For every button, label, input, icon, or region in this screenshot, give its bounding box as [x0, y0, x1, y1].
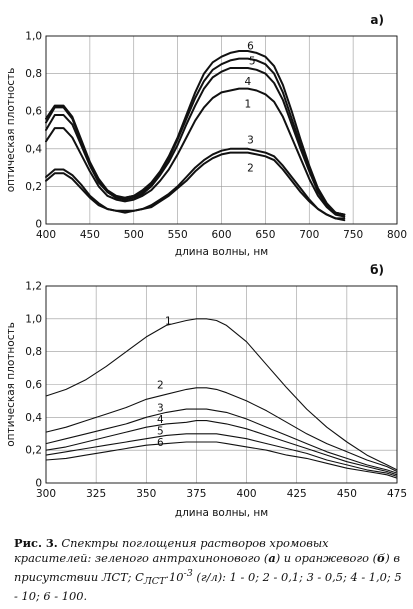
a-xtick-label: 700: [299, 229, 319, 241]
a-curve-label-2: 2: [247, 163, 254, 175]
b-xtick-label: 425: [287, 488, 307, 500]
b-xtick-label: 300: [36, 488, 56, 500]
b-curve-label-2: 2: [157, 380, 164, 392]
a-curve-label-3: 3: [247, 134, 254, 146]
b-y-axis-title: оптическая плотность: [5, 322, 17, 447]
caption-subscript: ЛСТ: [143, 576, 166, 588]
a-series-line-3: [45, 147, 346, 220]
b-series-line-2: [45, 387, 398, 473]
a-ytick-label: 0: [35, 219, 42, 231]
b-ytick-label: 0: [35, 478, 42, 490]
b-curve-label-3: 3: [157, 402, 164, 414]
b-xtick-label: 400: [237, 488, 257, 500]
b-panel-label: б): [370, 263, 384, 277]
caption-part2: ) и оранжевого (: [275, 551, 378, 565]
caption-part3: ) в присутствии ЛСТ; С: [14, 551, 400, 584]
b-ytick-label: 0,4: [25, 412, 42, 424]
a-ytick-label: 0,8: [25, 68, 42, 80]
a-series-line-1: [45, 87, 346, 218]
a-xtick-label: 600: [211, 229, 231, 241]
a-xtick-label: 800: [387, 229, 407, 241]
b-ytick-label: 0,8: [25, 346, 42, 358]
a-x-axis-title: длина волны, нм: [175, 246, 268, 258]
a-ytick-label: 1,0: [25, 31, 42, 43]
a-curve-label-5: 5: [249, 55, 256, 67]
caption-part5: (г/л): 1 - 0; 2 - 0,1; 3 - 0,5; 4 - 1,0;…: [14, 569, 402, 604]
a-xtick-label: 400: [36, 229, 56, 241]
a-y-axis-title: оптическая плотность: [5, 68, 17, 193]
b-ytick-label: 0,2: [25, 445, 42, 457]
b-series-line-3: [45, 408, 398, 474]
b-curve-label-6: 6: [157, 437, 164, 449]
a-xtick-label: 750: [343, 229, 363, 241]
a-curve-label-1: 1: [244, 99, 251, 111]
a-ytick-label: 0,6: [25, 106, 42, 118]
b-xtick-label: 350: [136, 488, 156, 500]
figure-caption: Рис. 3. Спектры поглощения растворов хро…: [14, 536, 402, 604]
a-ytick-label: 0,4: [25, 143, 42, 155]
caption-panel-a: а: [268, 551, 276, 565]
a-curve-label-6: 6: [247, 40, 254, 52]
b-xtick-label: 450: [337, 488, 357, 500]
a-curve-label-4: 4: [244, 76, 251, 88]
b-ytick-label: 1,2: [25, 281, 42, 293]
a-xtick-label: 550: [168, 229, 188, 241]
b-curve-label-1: 1: [165, 315, 172, 327]
b-series-line-6: [45, 441, 398, 479]
a-ytick-label: 0,2: [25, 181, 42, 193]
a-xtick-label: 650: [255, 229, 275, 241]
b-ytick-label: 1,0: [25, 313, 42, 325]
b-series-line-1: [45, 318, 398, 471]
panel-a-chart: 400 450 500 550 600 650 700 750 800 0 0,2 0,4 0,6 0,8…: [5, 13, 407, 258]
caption-part4: ·10: [165, 569, 184, 584]
a-series-line-4: [45, 67, 346, 216]
b-xtick-label: 325: [86, 488, 106, 500]
b-curve-label-5: 5: [157, 425, 164, 437]
b-xtick-label: 475: [387, 488, 407, 500]
caption-panel-b: б: [377, 551, 386, 565]
a-xtick-label: 450: [80, 229, 100, 241]
panel-b-chart: 300 325 350 375 400 425 450 47500,20,40,60,81,0…: [5, 263, 407, 519]
a-panel-label: а): [370, 13, 384, 27]
b-x-axis-title: длина волны, нм: [175, 507, 268, 519]
caption-part1: Спектры поглощения растворов хромовых кр…: [14, 536, 329, 565]
a-xtick-label: 500: [124, 229, 144, 241]
b-series-line-5: [45, 433, 398, 477]
caption-lead: Рис. 3.: [14, 536, 58, 550]
b-xtick-label: 375: [186, 488, 206, 500]
b-ytick-label: 0,6: [25, 379, 42, 391]
b-series-line-4: [45, 420, 398, 476]
a-series-line-2: [45, 151, 346, 222]
b-curve-label-4: 4: [157, 414, 164, 426]
caption-superscript: -3: [183, 568, 193, 579]
figure: 400 450 500 550 600 650 700 750 80000,20,40,60,8…: [5, 13, 407, 519]
b-plot-frame: [45, 285, 398, 484]
